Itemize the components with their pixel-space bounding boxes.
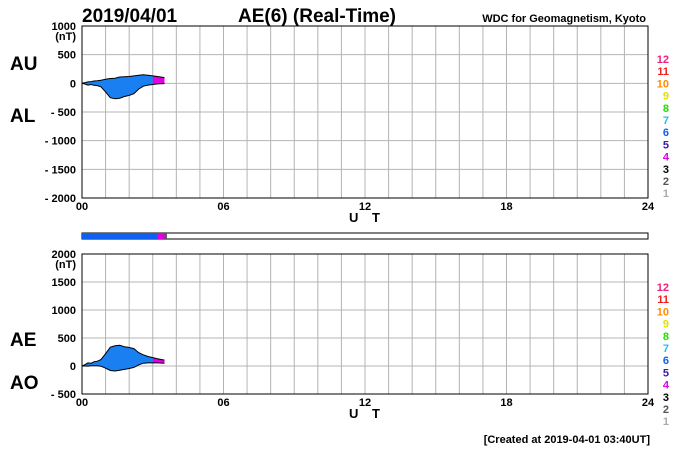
chart-date: 2019/04/01 (82, 6, 178, 27)
legend-station-count: 10 (657, 306, 669, 318)
legend-station-count: 5 (663, 367, 669, 379)
legend-station-count: 3 (663, 164, 669, 176)
legend-station-count: 5 (663, 139, 669, 151)
x-tick-label: 12 (359, 201, 371, 213)
area-fill-recent (152, 75, 165, 85)
legend-station-count: 3 (663, 392, 669, 404)
plot-frame (81, 253, 649, 395)
legend-station-count: 6 (663, 355, 669, 367)
legend-station-count: 7 (663, 115, 669, 127)
x-tick-label: 12 (359, 397, 371, 409)
area-fill (82, 74, 165, 99)
y-tick-label: 0 (70, 78, 76, 90)
legend-station-count: 7 (663, 343, 669, 355)
y-tick-label: 500 (58, 50, 76, 62)
series-line-ae (81, 344, 165, 367)
coverage-bar-segment (164, 233, 167, 239)
coverage-bar-segment (157, 233, 165, 239)
series-line-au (81, 74, 165, 84)
side-label-au: AU (10, 54, 37, 75)
y-tick-label: 0 (70, 361, 76, 373)
x-tick-label: 24 (642, 201, 655, 213)
y-tick-label: 1000 (52, 305, 76, 317)
y-tick-label: - 500 (51, 389, 76, 401)
x-tick-label: 18 (500, 397, 512, 409)
y-tick-label: 2000 (52, 249, 76, 261)
coverage-bar-segment (82, 233, 158, 239)
legend-station-count: 8 (663, 331, 669, 343)
series-line-al (81, 82, 165, 100)
legend-station-count: 1 (663, 188, 669, 200)
x-tick-label: 00 (76, 201, 88, 213)
x-tick-label: 06 (217, 397, 229, 409)
series-line-ao (82, 362, 165, 372)
y-tick-label: - 1000 (45, 136, 76, 148)
legend-station-count: 9 (663, 91, 669, 103)
y-tick-label: - 500 (51, 107, 76, 119)
area-fill (82, 345, 165, 371)
y-tick-label: 1500 (52, 277, 76, 289)
legend-station-count: 4 (663, 152, 670, 164)
x-tick-label: 24 (642, 397, 655, 409)
y-tick-label: - 1500 (45, 164, 76, 176)
y-unit-label: (nT) (55, 259, 76, 271)
x-tick-label: 06 (217, 201, 229, 213)
y-tick-label: 1000 (52, 21, 76, 33)
y-tick-label: - 2000 (45, 193, 76, 205)
created-timestamp: [Created at 2019-04-01 03:40UT] (484, 434, 651, 446)
x-tick-label: 18 (500, 201, 512, 213)
side-label-ao: AO (10, 373, 39, 394)
y-unit-label: (nT) (55, 31, 76, 43)
legend-station-count: 10 (657, 78, 669, 90)
legend-station-count: 11 (657, 294, 669, 306)
y-tick-label: 500 (58, 333, 76, 345)
area-fill-recent (152, 357, 165, 364)
legend-station-count: 12 (657, 54, 669, 66)
legend-station-count: 2 (663, 176, 669, 188)
legend-station-count: 8 (663, 103, 669, 115)
source-label: WDC for Geomagnetism, Kyoto (482, 13, 646, 25)
panel-au-al: 1000 500 0 - 500 - 1000 - 1500 - 2000 (nT) 00 06 1… (10, 21, 670, 240)
x-tick-label: 00 (76, 397, 88, 409)
legend-station-count: 2 (663, 404, 669, 416)
legend-station-count: 6 (663, 127, 669, 139)
plot-frame (81, 25, 649, 199)
x-axis-label: U T (349, 406, 385, 421)
legend-station-count: 4 (663, 380, 670, 392)
legend-station-count: 12 (657, 282, 669, 294)
side-label-ae: AE (10, 330, 36, 351)
chart-title: AE(6) (Real-Time) (238, 6, 396, 27)
legend-station-count: 1 (663, 416, 669, 428)
side-label-al: AL (10, 106, 36, 127)
x-axis-label: U T (349, 210, 385, 225)
legend-station-count: 11 (657, 66, 669, 78)
legend-station-count: 9 (663, 319, 669, 331)
